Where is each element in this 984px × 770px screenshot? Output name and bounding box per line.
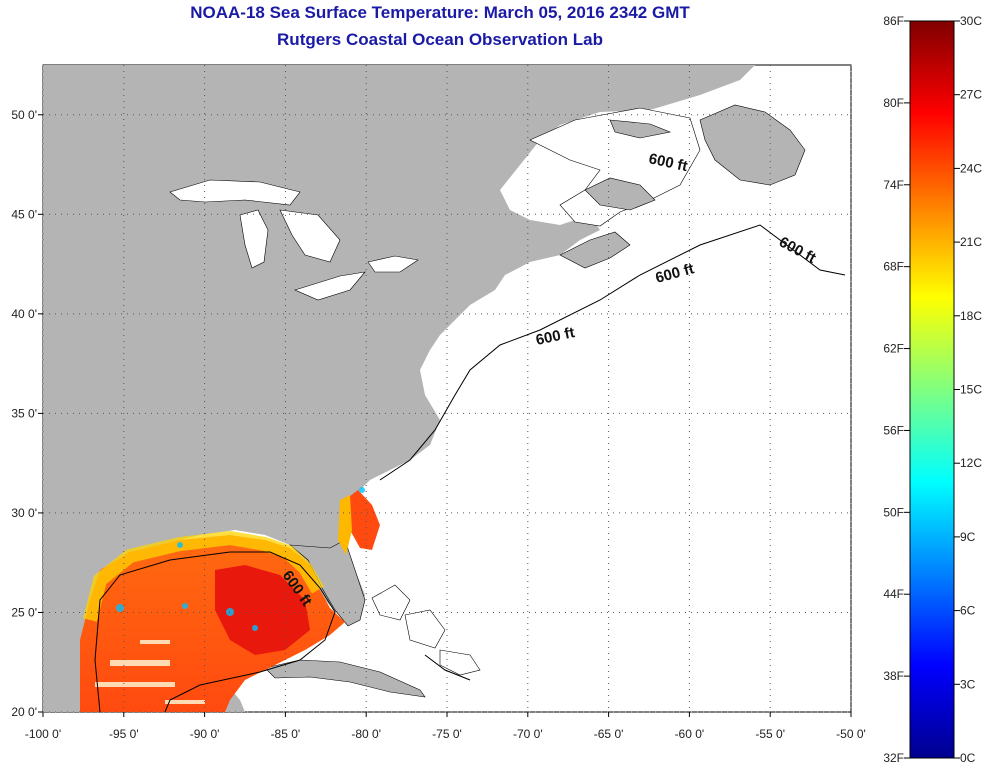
lon-tick-label: -60 0' (675, 727, 705, 741)
fahrenheit-label: 32F (883, 751, 904, 765)
land-cuba (264, 659, 426, 698)
sst-gulf-stream (345, 490, 380, 550)
great-lakes (169, 179, 419, 301)
lon-tick-label: -100 0' (25, 727, 61, 741)
lon-tick-label: -85 0' (271, 727, 301, 741)
lon-tick-label: -75 0' (432, 727, 462, 741)
lon-tick-label: -55 0' (755, 727, 785, 741)
lon-tick-label: -50 0' (836, 727, 866, 741)
lon-tick-label: -95 0' (109, 727, 139, 741)
sst-florida-coast (338, 495, 352, 555)
land-newfoundland (699, 104, 806, 186)
600ft-contour (94, 224, 846, 712)
celsius-label: 9C (960, 530, 976, 544)
celsius-label: 3C (960, 677, 976, 691)
bahamas-banks (371, 584, 481, 676)
fahrenheit-label: 50F (883, 505, 904, 519)
fahrenheit-label: 80F (883, 96, 904, 110)
lat-tick-label: 20 0' (11, 705, 37, 719)
lat-tick-label: 35 0' (11, 406, 37, 420)
fahrenheit-label: 44F (883, 587, 904, 601)
map-subtitle: Rutgers Coastal Ocean Observation Lab (277, 30, 603, 49)
fahrenheit-label: 86F (883, 14, 904, 28)
fahrenheit-labels: 86F 80F 74F 68F 62F 56F 50F 44F 38F 32F (883, 14, 910, 765)
graticule (38, 65, 852, 717)
lat-tick-label: 50 0' (11, 108, 37, 122)
fahrenheit-label: 38F (883, 669, 904, 683)
lat-tick-label: 45 0' (11, 207, 37, 221)
sst-cool-patches (116, 487, 365, 631)
lon-tick-label: -65 0' (594, 727, 624, 741)
latitude-labels: 50 0' 45 0' 40 0' 35 0' 30 0' 25 0' 20 0' (11, 108, 37, 719)
celsius-label: 12C (960, 456, 982, 470)
lat-tick-label: 25 0' (11, 605, 37, 619)
sst-gulf-yellow-edge (83, 530, 325, 622)
celsius-label: 24C (960, 161, 982, 175)
celsius-label: 15C (960, 383, 982, 397)
lon-tick-label: -90 0' (190, 727, 220, 741)
celsius-label: 0C (960, 751, 976, 765)
lat-tick-label: 40 0' (11, 307, 37, 321)
celsius-label: 6C (960, 604, 976, 618)
lon-tick-label: -80 0' (351, 727, 381, 741)
lon-tick-label: -70 0' (513, 727, 543, 741)
land-anticosti (609, 119, 672, 139)
celsius-label: 18C (960, 309, 982, 323)
fahrenheit-label: 68F (883, 260, 904, 274)
fahrenheit-label: 56F (883, 423, 904, 437)
lat-tick-label: 30 0' (11, 506, 37, 520)
land-north-america (43, 65, 755, 712)
celsius-label: 30C (960, 14, 982, 28)
sst-loop-current (215, 565, 310, 655)
fahrenheit-label: 62F (883, 342, 904, 356)
map-title: NOAA-18 Sea Surface Temperature: March 0… (190, 3, 690, 22)
celsius-labels: 30C 27C 24C 21C 18C 15C 12C 9C 6C 3C 0C (954, 14, 982, 765)
longitude-labels: -100 0' -95 0' -90 0' -85 0' -80 0' -75 0' -70… (25, 727, 866, 741)
celsius-label: 27C (960, 88, 982, 102)
colorbar-gradient (909, 20, 955, 759)
land-gaspe (584, 177, 656, 211)
land-nova-scotia (559, 231, 631, 269)
fahrenheit-label: 74F (883, 178, 904, 192)
celsius-label: 21C (960, 235, 982, 249)
sst-cloud-speckle (95, 640, 205, 704)
gulf-st-lawrence (529, 107, 701, 227)
